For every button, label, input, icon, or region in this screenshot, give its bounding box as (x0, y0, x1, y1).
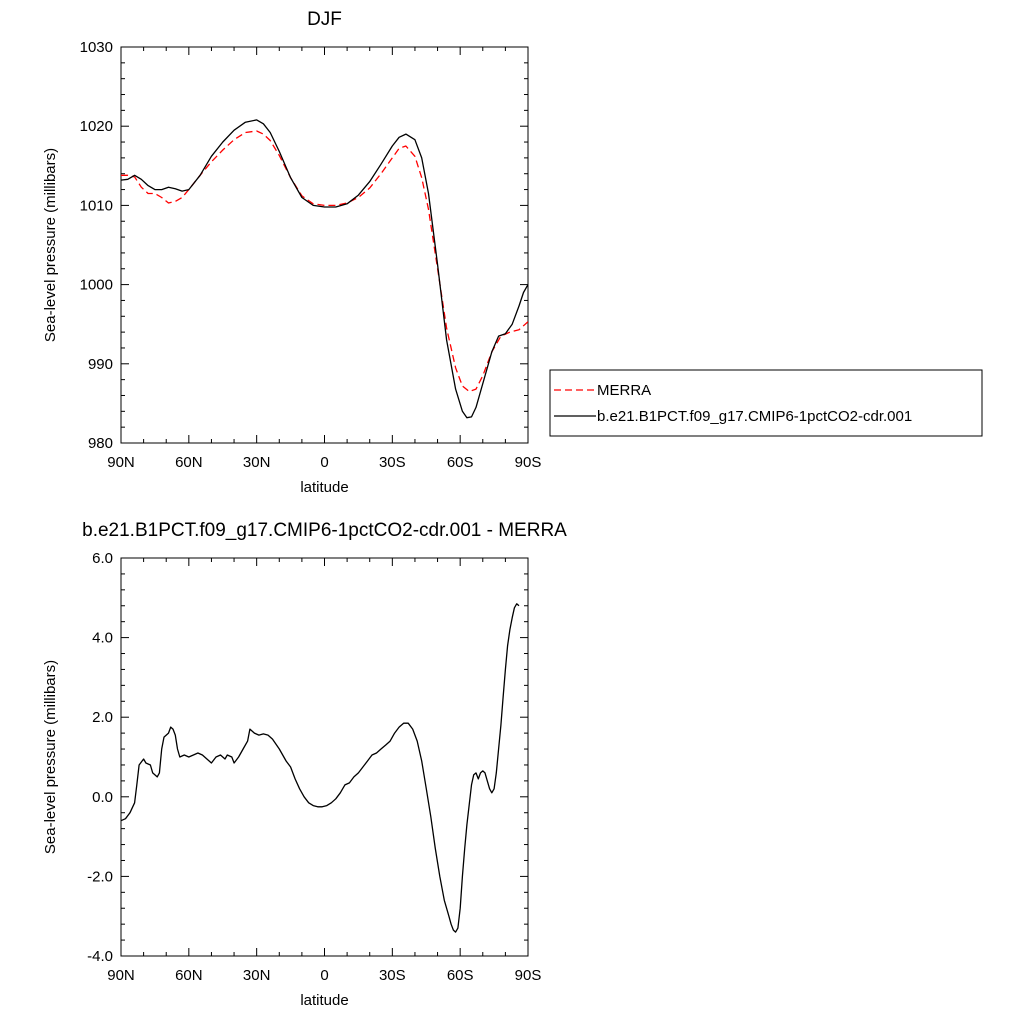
y-tick-label: 1010 (80, 197, 113, 214)
y-axis-label: Sea-level pressure (millibars) (42, 660, 59, 854)
y-tick-label: 1030 (80, 39, 113, 56)
plot-frame (120, 46, 529, 444)
x-tick-label: 90N (107, 454, 135, 471)
x-tick-label: 30S (379, 454, 406, 471)
x-tick-label: 30N (243, 454, 271, 471)
x-tick-label: 30S (379, 967, 406, 984)
y-tick-label: 0.0 (92, 789, 113, 806)
series-line-merra (121, 130, 528, 393)
x-tick-label: 90N (107, 967, 135, 984)
chart-title: DJF (307, 9, 342, 30)
legend-label: b.e21.B1PCT.f09_g17.CMIP6-1pctCO2-cdr.00… (597, 408, 912, 425)
x-axis-label: latitude (300, 479, 348, 496)
x-tick-label: 60S (447, 454, 474, 471)
y-tick-label: 6.0 (92, 550, 113, 567)
x-tick-label: 0 (320, 454, 328, 471)
legend: MERRA b.e21.B1PCT.f09_g17.CMIP6-1pctCO2-c… (549, 369, 983, 437)
y-tick-label: -4.0 (87, 948, 113, 965)
chart-1: DJF 90N 60N 30N 0 30S 60S 90S 980 990 1000 1010 1020… (42, 9, 983, 496)
x-tick-label: 30N (243, 967, 271, 984)
x-tick-label: 60N (175, 454, 203, 471)
y-tick-label: 980 (88, 435, 113, 452)
y-tick-label: 1020 (80, 118, 113, 135)
x-tick-label: 0 (320, 967, 328, 984)
y-tick-label: 2.0 (92, 709, 113, 726)
y-tick-label: 4.0 (92, 630, 113, 647)
x-tick-label: 60N (175, 967, 203, 984)
chart-2: b.e21.B1PCT.f09_g17.CMIP6-1pctCO2-cdr.00… (42, 520, 567, 1009)
legend-box (549, 369, 983, 437)
y-tick-label: 1000 (80, 277, 113, 294)
y-tick-label: 990 (88, 356, 113, 373)
y-tick-label: -2.0 (87, 868, 113, 885)
x-tick-label: 90S (515, 967, 542, 984)
series-line-model (121, 119, 528, 419)
chart-title: b.e21.B1PCT.f09_g17.CMIP6-1pctCO2-cdr.00… (82, 520, 567, 541)
x-tick-label: 60S (447, 967, 474, 984)
series-line-difference (121, 603, 520, 933)
legend-label: MERRA (597, 382, 651, 399)
x-axis-label: latitude (300, 992, 348, 1009)
x-tick-label: 90S (515, 454, 542, 471)
y-axis-label: Sea-level pressure (millibars) (42, 148, 59, 342)
plot-frame (120, 557, 529, 957)
